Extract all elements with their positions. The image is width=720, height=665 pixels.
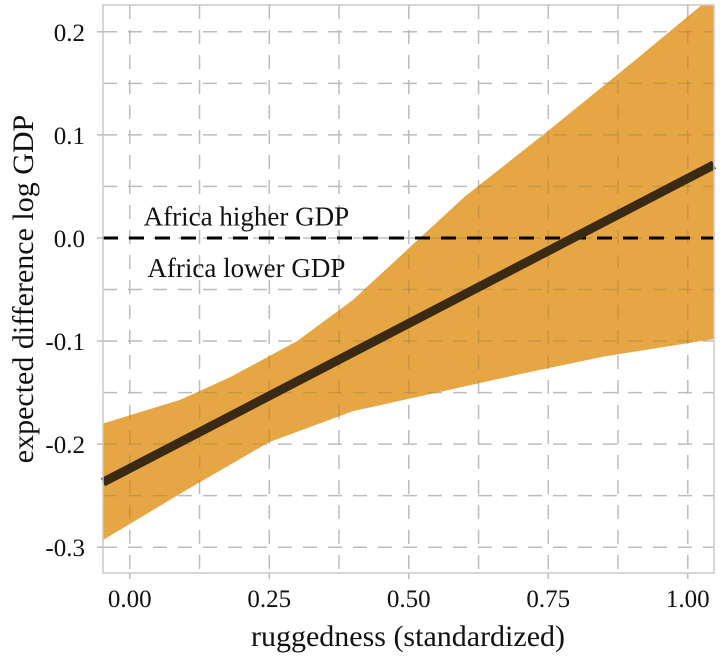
x-axis-label: ruggedness (standardized): [251, 620, 565, 653]
x-tick-label: 1.00: [666, 586, 710, 613]
y-tick-label: -0.2: [45, 432, 85, 459]
y-tick-label: -0.1: [45, 329, 85, 356]
annotation-africa-higher: Africa higher GDP: [144, 201, 349, 231]
y-tick-label: 0.1: [54, 123, 85, 150]
y-tick-label: 0.0: [54, 226, 85, 253]
mean-line: [100, 160, 717, 487]
x-axis-ticks: 0.00 0.25 0.50 0.75 1.00: [108, 573, 710, 613]
x-tick-label: 0.50: [387, 586, 431, 613]
y-tick-label: -0.3: [45, 535, 85, 562]
y-tick-label: 0.2: [54, 20, 85, 47]
y-axis-label: expected difference log GDP: [7, 115, 40, 463]
annotation-africa-lower: Africa lower GDP: [147, 253, 345, 283]
y-axis-ticks: 0.2 0.1 0.0 -0.1 -0.2 -0.3: [45, 20, 103, 562]
x-tick-label: 0.00: [108, 586, 152, 613]
x-tick-label: 0.75: [526, 586, 570, 613]
x-tick-label: 0.25: [247, 586, 291, 613]
